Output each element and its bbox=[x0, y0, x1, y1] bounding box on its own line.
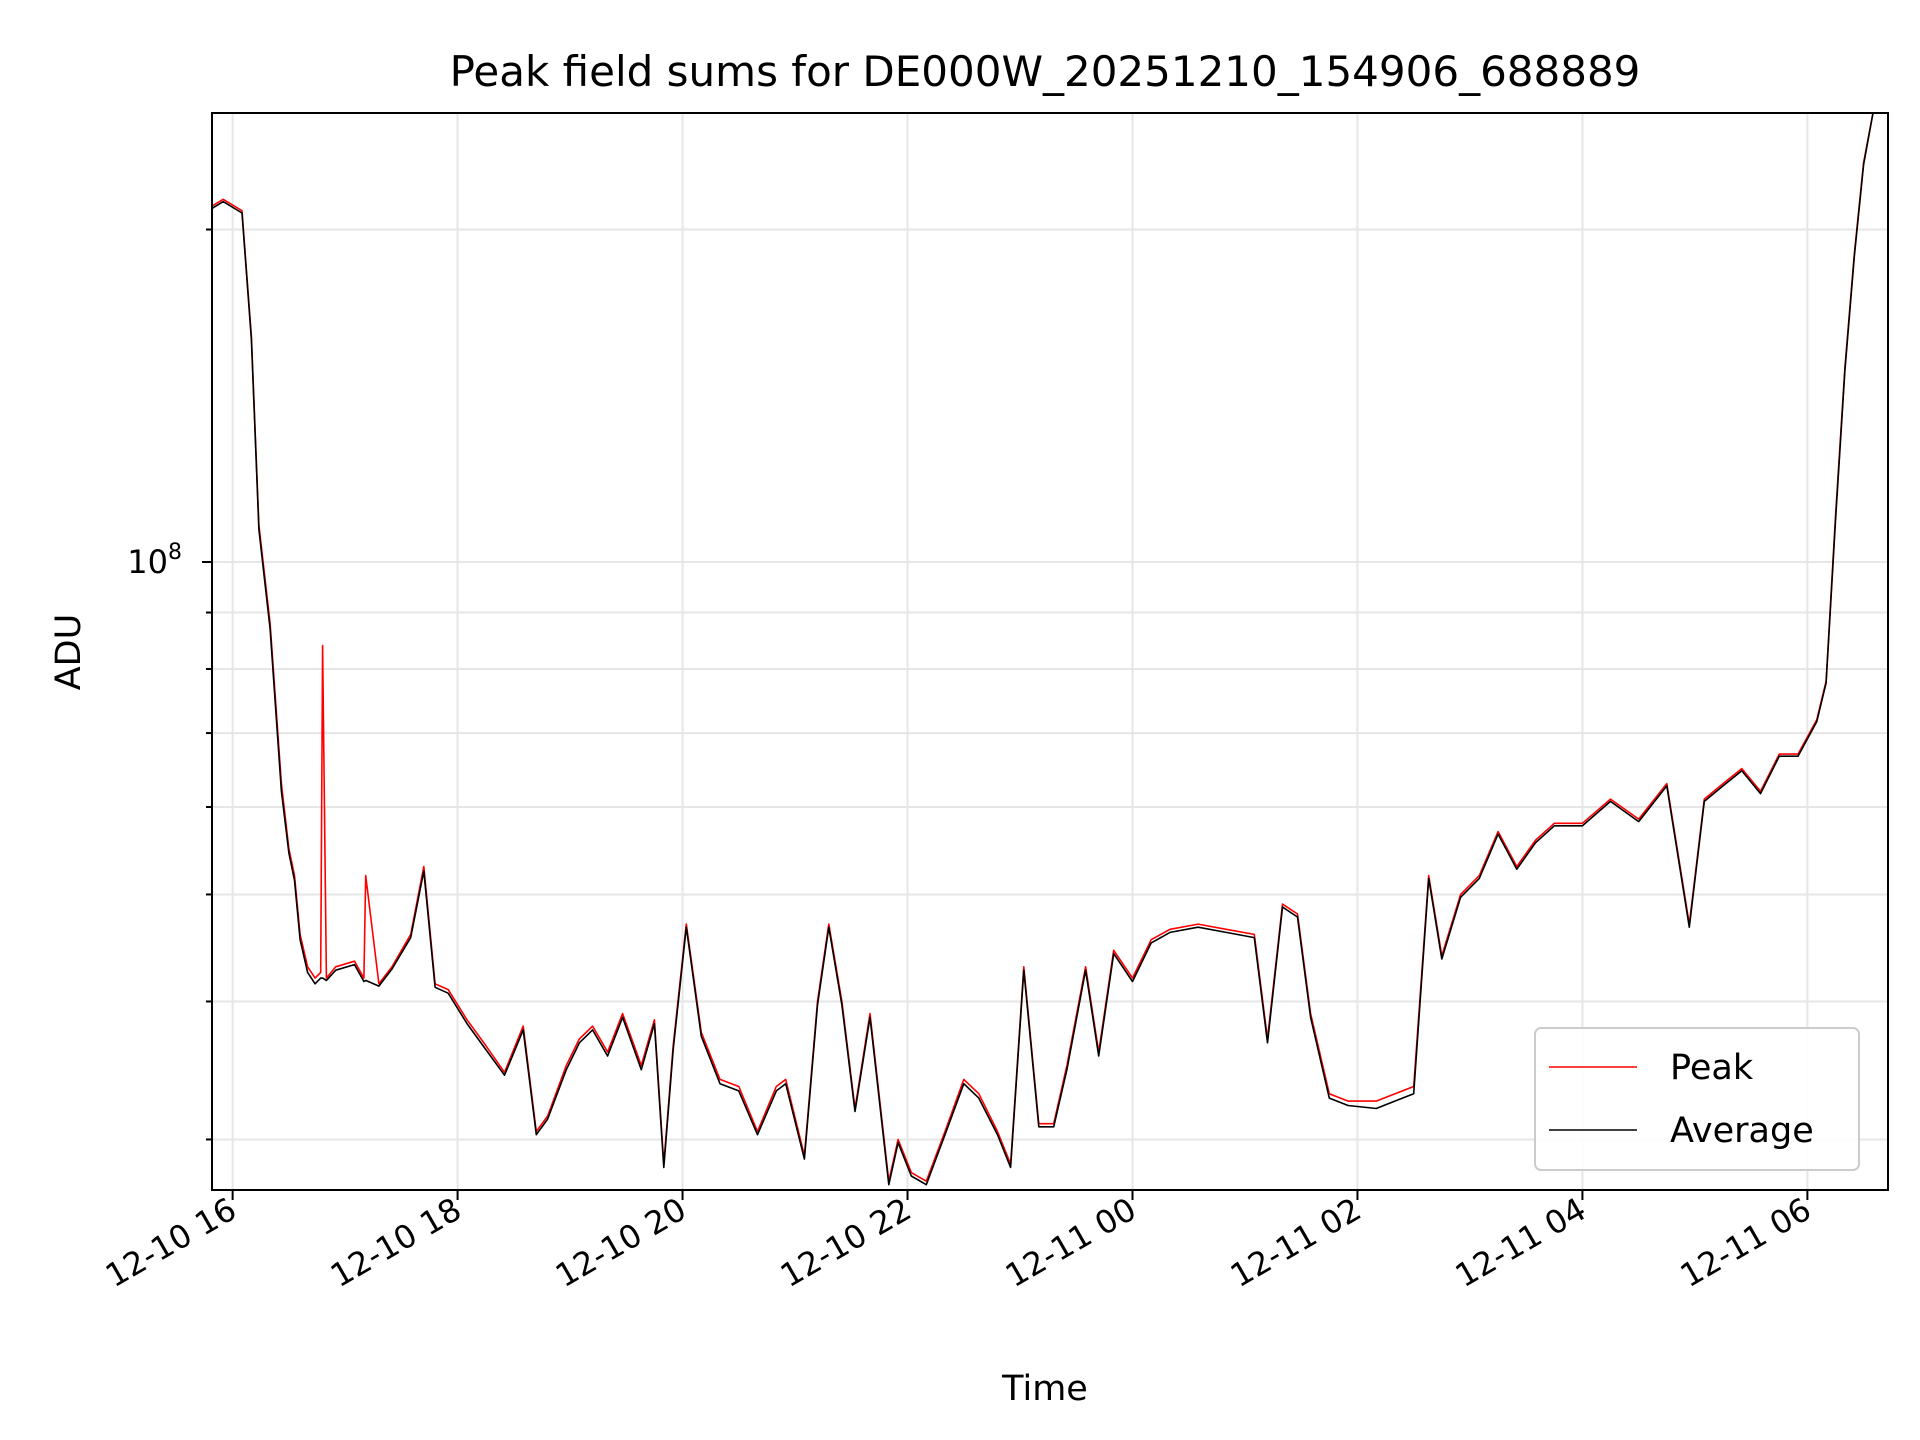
legend-average-label: Average bbox=[1670, 1111, 1814, 1151]
legend-box bbox=[1534, 1027, 1860, 1171]
y-axis: 108 bbox=[127, 228, 212, 1141]
series-line-peak bbox=[212, 113, 1888, 1182]
x-axis-label: Time bbox=[1001, 1369, 1088, 1409]
y-tick-base: 10 bbox=[127, 543, 168, 581]
legend: Peak Average bbox=[1534, 1027, 1860, 1171]
y-tick-exponent: 8 bbox=[168, 540, 182, 565]
y-tick-label: 108 bbox=[127, 540, 182, 581]
legend-peak-label: Peak bbox=[1670, 1048, 1754, 1088]
series-layer bbox=[212, 113, 1888, 1186]
series-line-average bbox=[212, 113, 1888, 1186]
plot-frame bbox=[211, 112, 1889, 1191]
chart-title: Peak field sums for DE000W_20251210_1549… bbox=[450, 47, 1641, 96]
grid bbox=[212, 113, 1888, 1190]
y-axis-label: ADU bbox=[49, 614, 89, 691]
